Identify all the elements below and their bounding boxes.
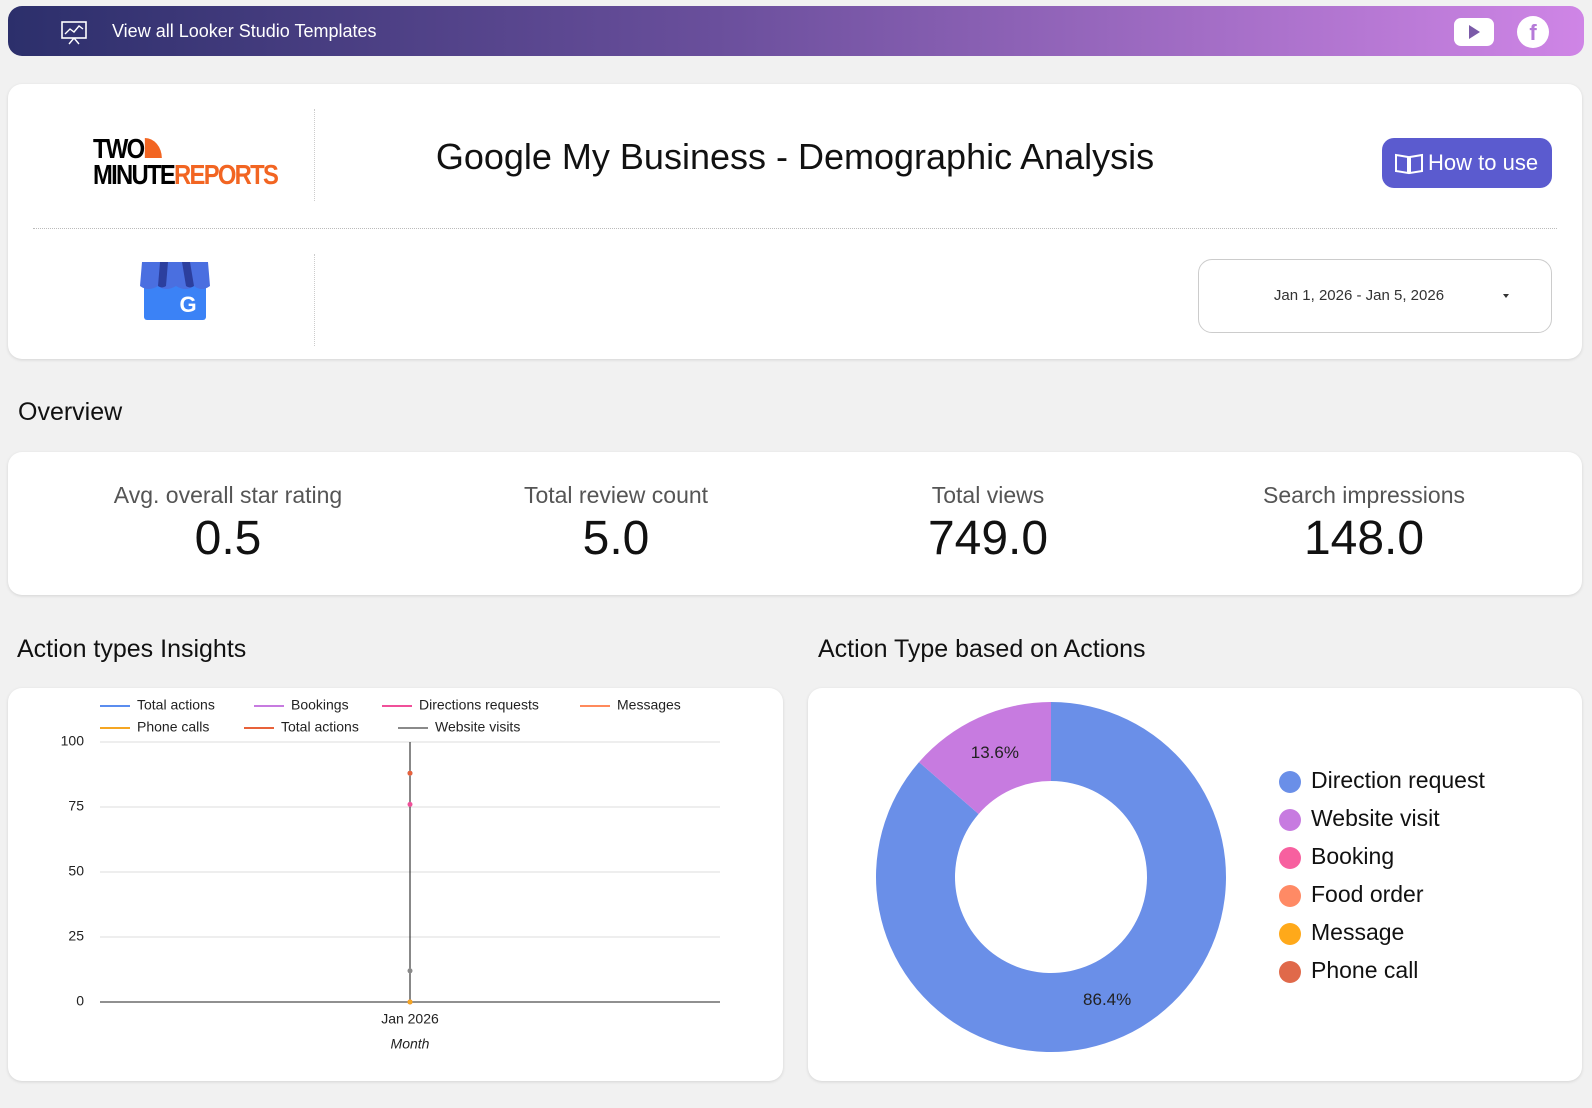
legend-label: Direction request	[1311, 767, 1485, 793]
logo-top-text: TWO	[93, 133, 145, 164]
pie-chart: 86.4% 13.6% Direction request Website visit…	[876, 702, 1485, 1052]
banner-text[interactable]: View all Looker Studio Templates	[112, 21, 377, 41]
line-chart: 0 25 50 75 100 Jan 2026 Month Total actions Book…	[61, 697, 720, 1052]
legend-label: Food order	[1311, 881, 1424, 907]
pie-slice	[876, 702, 1226, 1052]
legend-swatch	[1279, 809, 1301, 831]
svg-text:f: f	[1529, 20, 1537, 45]
data-point	[407, 999, 413, 1005]
kpi-label: Avg. overall star rating	[113, 482, 343, 508]
data-point	[407, 968, 413, 974]
logo: TWO MINUTEREPORTS	[93, 133, 279, 190]
data-point	[407, 770, 413, 776]
legend-label: Total actions	[281, 719, 359, 735]
legend-label: Bookings	[291, 697, 349, 713]
y-tick-label: 0	[76, 993, 84, 1009]
section-heading: Action Type based on Actions	[818, 635, 1146, 663]
how-to-use-button[interactable]: How to use	[1382, 138, 1552, 188]
legend-label: Booking	[1311, 843, 1394, 869]
book-icon	[1395, 153, 1423, 174]
slice-label: 86.4%	[1083, 990, 1131, 1009]
button-text[interactable]: How to use	[1428, 150, 1539, 175]
legend-swatch	[1279, 961, 1301, 983]
divider	[33, 228, 1557, 229]
divider	[314, 109, 315, 201]
slice-label: 13.6%	[971, 743, 1019, 762]
pie-slice	[919, 702, 1051, 814]
logo-top: TWO	[93, 133, 277, 164]
kpi: Search impressions 148.0	[1174, 482, 1554, 566]
line-chart-card: 0 25 50 75 100 Jan 2026 Month Total actions Book…	[8, 688, 783, 1081]
legend-swatch	[1279, 847, 1301, 869]
legend-label: Phone calls	[137, 719, 209, 735]
y-tick-label: 75	[68, 798, 84, 814]
legend-label: Website visit	[1311, 805, 1440, 831]
kpi-label: Total review count	[523, 482, 709, 508]
legend-swatch	[1279, 771, 1301, 793]
presentation-icon	[61, 21, 87, 45]
legend-label: Directions requests	[419, 697, 539, 713]
date-range-text[interactable]: Jan 1, 2026 - Jan 5, 2026	[1273, 287, 1445, 304]
section-heading: Overview	[18, 398, 123, 426]
date-range-picker[interactable]: Jan 1, 2026 - Jan 5, 2026	[1198, 259, 1552, 333]
y-tick-label: 50	[68, 863, 84, 879]
y-tick-label: 100	[61, 733, 85, 749]
legend-label: Website visits	[435, 719, 520, 735]
kpi-value: 148.0	[1303, 512, 1425, 565]
gmb-icon: G	[140, 262, 210, 320]
kpi-card: Avg. overall star rating 0.5 Total review …	[8, 452, 1582, 595]
facebook-icon[interactable]: f	[1516, 15, 1550, 49]
data-point	[407, 801, 413, 807]
x-axis-label: Month	[391, 1036, 430, 1052]
legend-swatch	[1279, 885, 1301, 907]
pie-chart-card: 86.4% 13.6% Direction request Website visit…	[808, 688, 1582, 1081]
divider	[314, 254, 315, 346]
y-tick-label: 25	[68, 928, 84, 944]
svg-text:G: G	[179, 292, 196, 317]
section-heading: Action types Insights	[17, 635, 247, 663]
kpi-label: Total views	[931, 482, 1045, 508]
legend-label: Total actions	[137, 697, 215, 713]
kpi-label: Search impressions	[1263, 482, 1465, 508]
legend-label: Message	[1311, 919, 1404, 945]
dropdown-arrow[interactable]	[1501, 293, 1511, 299]
kpi-value: 749.0	[927, 512, 1049, 565]
logo-reports: REPORTS	[174, 159, 279, 190]
logo-minute: MINUTE	[93, 159, 176, 190]
legend-label: Phone call	[1311, 957, 1418, 983]
logo-arc	[145, 138, 163, 158]
x-tick-label: Jan 2026	[381, 1011, 439, 1027]
kpi: Total review count 5.0	[426, 482, 806, 566]
page-title: Google My Business - Demographic Analysi…	[435, 136, 1155, 177]
kpi: Total views 749.0	[798, 482, 1178, 566]
template-banner[interactable]: View all Looker Studio Templates f	[8, 6, 1584, 56]
legend-label: Messages	[617, 697, 681, 713]
header-card: TWO MINUTEREPORTS Google My Business - D…	[8, 84, 1582, 359]
kpi-value: 0.5	[194, 512, 262, 565]
kpi: Avg. overall star rating 0.5	[38, 482, 418, 566]
youtube-icon[interactable]	[1452, 16, 1496, 48]
kpi-value: 5.0	[582, 512, 650, 565]
legend-swatch	[1279, 923, 1301, 945]
